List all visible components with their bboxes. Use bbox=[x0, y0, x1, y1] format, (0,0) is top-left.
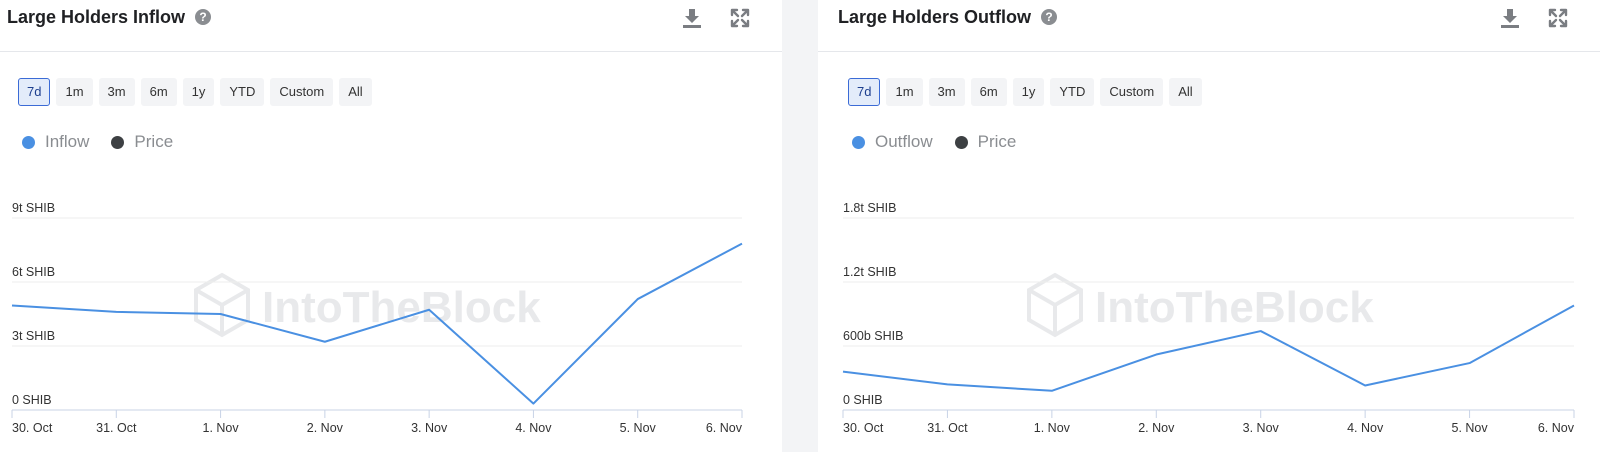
legend-dot-icon bbox=[954, 135, 968, 149]
y-tick-label: 0 SHIB bbox=[12, 393, 52, 407]
legend-dot-icon bbox=[852, 135, 865, 149]
y-tick-label: 6t SHIB bbox=[12, 265, 55, 279]
chart-legend: Outflow Price bbox=[852, 132, 1016, 152]
x-tick-label: 31. Oct bbox=[927, 421, 968, 435]
x-tick-label: 3. Nov bbox=[411, 421, 448, 435]
watermark-text: IntoTheBlock bbox=[262, 283, 541, 332]
panel-title-text: Large Holders Outflow bbox=[838, 7, 1032, 27]
x-tick-label: 30. Oct bbox=[843, 421, 884, 435]
x-tick-label: 1. Nov bbox=[203, 421, 240, 435]
range-1m-button[interactable]: 1m bbox=[886, 78, 923, 106]
range-all-button[interactable]: All bbox=[1169, 78, 1202, 106]
y-tick-label: 1.8t SHIB bbox=[843, 201, 897, 215]
y-tick-label: 3t SHIB bbox=[12, 329, 55, 343]
outflow-chart: IntoTheBlock 0 SHIB 600b SHIB 1.2t SHIB 1.8… bbox=[842, 201, 1575, 435]
chart-legend: Inflow Price bbox=[22, 132, 173, 152]
x-tick-label: 30. Oct bbox=[12, 421, 53, 435]
inflow-chart: IntoTheBlock 0 SHIB 3t SHIB 6t SHIB 9t SHIB… bbox=[11, 201, 743, 435]
range-3m-button[interactable]: 3m bbox=[98, 78, 135, 106]
y-tick-label: 0 SHIB bbox=[843, 393, 883, 407]
x-tick-label: 2. Nov bbox=[307, 421, 344, 435]
inflow-panel: Large Holders Inflow ? 7d 1m 3m 6m 1 bbox=[0, 0, 782, 452]
legend-item-outflow[interactable]: Outflow bbox=[852, 132, 933, 152]
panel-header: Large Holders Inflow ? bbox=[0, 0, 782, 52]
range-6m-button[interactable]: 6m bbox=[140, 78, 177, 106]
panel-title: Large Holders Inflow ? bbox=[7, 6, 212, 28]
range-7d-button[interactable]: 7d bbox=[848, 78, 881, 106]
time-range-selector: 7d 1m 3m 6m 1y YTD Custom All bbox=[18, 78, 372, 106]
range-custom-button[interactable]: Custom bbox=[1100, 78, 1164, 106]
legend-dot-icon bbox=[22, 135, 35, 149]
legend-label: Outflow bbox=[875, 132, 933, 151]
x-tick-label: 31. Oct bbox=[96, 421, 137, 435]
time-range-selector: 7d 1m 3m 6m 1y YTD Custom All bbox=[848, 78, 1202, 106]
legend-dot-icon bbox=[111, 135, 125, 149]
range-ytd-button[interactable]: YTD bbox=[1050, 78, 1095, 106]
outflow-panel: Large Holders Outflow ? 7d 1m 3m 6m bbox=[818, 0, 1600, 452]
legend-item-price[interactable]: Price bbox=[111, 132, 173, 152]
y-tick-label: 1.2t SHIB bbox=[843, 265, 897, 279]
help-icon[interactable]: ? bbox=[195, 9, 212, 25]
expand-icon[interactable] bbox=[1546, 6, 1570, 30]
x-tick-label: 1. Nov bbox=[1034, 421, 1071, 435]
legend-label: Price bbox=[977, 132, 1017, 151]
range-3m-button[interactable]: 3m bbox=[928, 78, 965, 106]
range-1y-button[interactable]: 1y bbox=[1012, 78, 1045, 106]
range-custom-button[interactable]: Custom bbox=[270, 78, 334, 106]
series-line bbox=[842, 304, 1575, 392]
download-icon[interactable] bbox=[680, 6, 704, 30]
range-1y-button[interactable]: 1y bbox=[182, 78, 215, 106]
range-ytd-button[interactable]: YTD bbox=[220, 78, 265, 106]
y-tick-label: 9t SHIB bbox=[12, 201, 55, 215]
range-all-button[interactable]: All bbox=[339, 78, 372, 106]
series-line bbox=[11, 242, 743, 405]
download-icon[interactable] bbox=[1498, 6, 1522, 30]
watermark-logo: IntoTheBlock bbox=[1027, 272, 1374, 338]
legend-label: Price bbox=[134, 132, 174, 151]
range-6m-button[interactable]: 6m bbox=[970, 78, 1007, 106]
legend-item-price[interactable]: Price bbox=[954, 132, 1017, 152]
x-tick-label: 3. Nov bbox=[1243, 421, 1280, 435]
range-7d-button[interactable]: 7d bbox=[18, 78, 51, 106]
x-tick-label: 4. Nov bbox=[1347, 421, 1384, 435]
x-tick-label: 5. Nov bbox=[1452, 421, 1489, 435]
panel-title-text: Large Holders Inflow bbox=[7, 7, 186, 27]
watermark-text: IntoTheBlock bbox=[1095, 283, 1374, 332]
y-tick-label: 600b SHIB bbox=[843, 329, 903, 343]
x-tick-label: 5. Nov bbox=[620, 421, 657, 435]
panel-title: Large Holders Outflow ? bbox=[838, 6, 1058, 28]
x-tick-label: 6. Nov bbox=[1538, 421, 1575, 435]
x-tick-label: 4. Nov bbox=[515, 421, 552, 435]
x-tick-label: 6. Nov bbox=[706, 421, 743, 435]
panel-header: Large Holders Outflow ? bbox=[818, 0, 1600, 52]
range-1m-button[interactable]: 1m bbox=[56, 78, 93, 106]
watermark-logo: IntoTheBlock bbox=[194, 272, 541, 338]
panel-gutter bbox=[782, 0, 818, 452]
help-icon[interactable]: ? bbox=[1041, 9, 1058, 25]
legend-label: Inflow bbox=[45, 132, 90, 151]
expand-icon[interactable] bbox=[728, 6, 752, 30]
legend-item-inflow[interactable]: Inflow bbox=[22, 132, 89, 152]
x-tick-label: 2. Nov bbox=[1138, 421, 1175, 435]
